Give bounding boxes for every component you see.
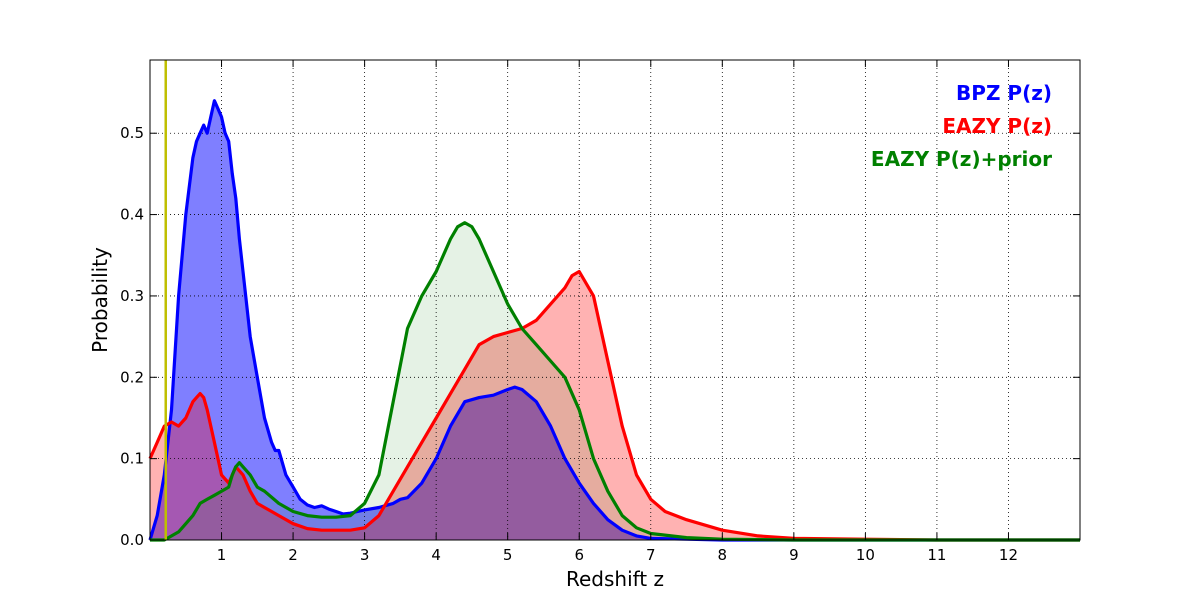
legend: BPZ P(z) EAZY P(z) EAZY P(z)+prior bbox=[871, 81, 1052, 171]
y-tick-label: 0.0 bbox=[120, 531, 144, 549]
x-tick-label: 6 bbox=[574, 546, 584, 564]
series-line-eazy-p-z bbox=[148, 269, 1080, 542]
y-axis-label: Probability bbox=[88, 247, 112, 353]
y-tick-label: 0.1 bbox=[120, 450, 144, 468]
x-tick-label: 4 bbox=[431, 546, 441, 564]
legend-entry-eazy-prior: EAZY P(z)+prior bbox=[871, 147, 1052, 171]
x-tick-label: 7 bbox=[646, 546, 656, 564]
y-tick-label: 0.3 bbox=[120, 287, 144, 305]
x-tick-label: 12 bbox=[999, 546, 1018, 564]
legend-entry-eazy: EAZY P(z) bbox=[942, 114, 1052, 138]
series-line-eazy-p-z-prior bbox=[150, 221, 1080, 542]
y-tick-label: 0.5 bbox=[120, 124, 144, 142]
series-line-bpz-p-z bbox=[148, 99, 1080, 542]
x-tick-label: 1 bbox=[217, 546, 227, 564]
y-tick-label: 0.4 bbox=[120, 206, 144, 224]
x-tick-label: 5 bbox=[503, 546, 513, 564]
series-lines bbox=[148, 99, 1080, 542]
y-tick-label: 0.2 bbox=[120, 368, 144, 386]
series-fill-bpz-p-z bbox=[150, 100, 1080, 540]
x-tick-label: 9 bbox=[789, 546, 799, 564]
plot-frame bbox=[149, 59, 1081, 541]
legend-entry-bpz: BPZ P(z) bbox=[956, 81, 1052, 105]
series-fill-eazy-p-z bbox=[150, 271, 1080, 540]
axis-ticks: 1 2 3 4 5 6 7 8 9 10 11 120.00.10.20.30.40.5 bbox=[120, 60, 1080, 564]
x-tick-label: 11 bbox=[927, 546, 946, 564]
x-axis-label: Redshift z bbox=[566, 567, 664, 591]
x-tick-label: 10 bbox=[856, 546, 875, 564]
grid-lines bbox=[150, 60, 1080, 540]
x-tick-label: 3 bbox=[360, 546, 370, 564]
x-tick-label: 8 bbox=[718, 546, 728, 564]
x-tick-label: 2 bbox=[288, 546, 298, 564]
